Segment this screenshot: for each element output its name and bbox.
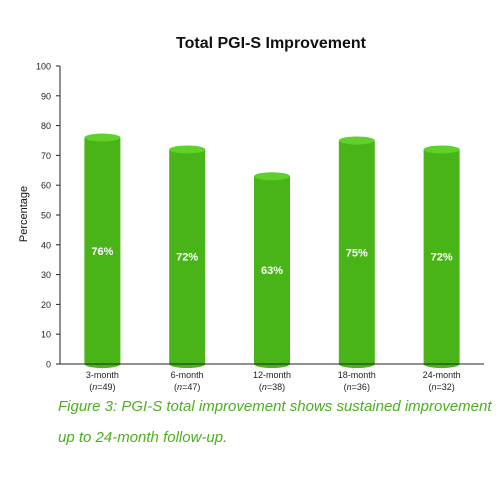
bar-top	[423, 145, 460, 154]
y-tick-label: 30	[41, 270, 51, 280]
y-tick-label: 90	[41, 91, 51, 101]
bar-top	[169, 145, 206, 154]
bar-group: 72%	[423, 145, 460, 368]
bar-top	[84, 133, 121, 142]
y-tick-label: 0	[46, 360, 51, 370]
axes: 0 10 20 30 40 50 60 70 80 90 100 3-month (n=49) 6-mon…	[36, 62, 484, 392]
x-tick-label: 3-month	[86, 370, 119, 380]
x-tick-sample-size: (n=36)	[344, 382, 370, 392]
bar-group: 75%	[338, 136, 375, 368]
bar-group: 63%	[254, 172, 290, 368]
bar-value-label: 72%	[431, 252, 453, 264]
x-tick-sample-size: (n=32)	[428, 382, 454, 392]
x-tick-label: 6-month	[171, 370, 204, 380]
bar	[84, 137, 121, 364]
x-tick-sample-size: (n=49)	[89, 382, 115, 392]
y-tick-label: 50	[41, 211, 51, 221]
x-tick-label: 24-month	[423, 370, 461, 380]
bars: 76% 72% 63% 75% 72%	[84, 133, 460, 368]
bar-top	[254, 172, 290, 181]
x-tick-sample-size: (n=38)	[259, 382, 285, 392]
bar-group: 76%	[84, 133, 121, 368]
y-tick-label: 100	[36, 62, 51, 72]
figure-caption: Figure 3: PGI-S total improvement shows …	[58, 391, 492, 453]
caption-line-1: Figure 3: PGI-S total improvement shows …	[58, 398, 492, 415]
x-tick-sample-size: (n=47)	[174, 382, 200, 392]
bar-top	[338, 136, 375, 145]
bar-value-label: 63%	[261, 265, 283, 277]
x-tick-label: 12-month	[253, 370, 291, 380]
y-tick-label: 40	[41, 240, 51, 250]
bar-value-label: 75%	[346, 247, 368, 259]
chart-title: Total PGI-S Improvement	[176, 35, 367, 52]
y-tick-label: 10	[41, 330, 51, 340]
y-tick-label: 70	[41, 151, 51, 161]
bar	[423, 149, 460, 364]
y-tick-label: 80	[41, 121, 51, 131]
y-tick-label: 60	[41, 181, 51, 191]
bar	[254, 176, 290, 364]
bar	[169, 149, 206, 364]
y-axis-label: Percentage	[18, 186, 30, 242]
bar-value-label: 76%	[91, 246, 113, 258]
y-tick-label: 20	[41, 300, 51, 310]
bar	[338, 140, 375, 364]
bar-value-label: 72%	[176, 252, 198, 264]
bar-group: 72%	[169, 145, 206, 368]
caption-line-2: up to 24-month follow-up.	[58, 429, 228, 446]
x-tick-label: 18-month	[338, 370, 376, 380]
